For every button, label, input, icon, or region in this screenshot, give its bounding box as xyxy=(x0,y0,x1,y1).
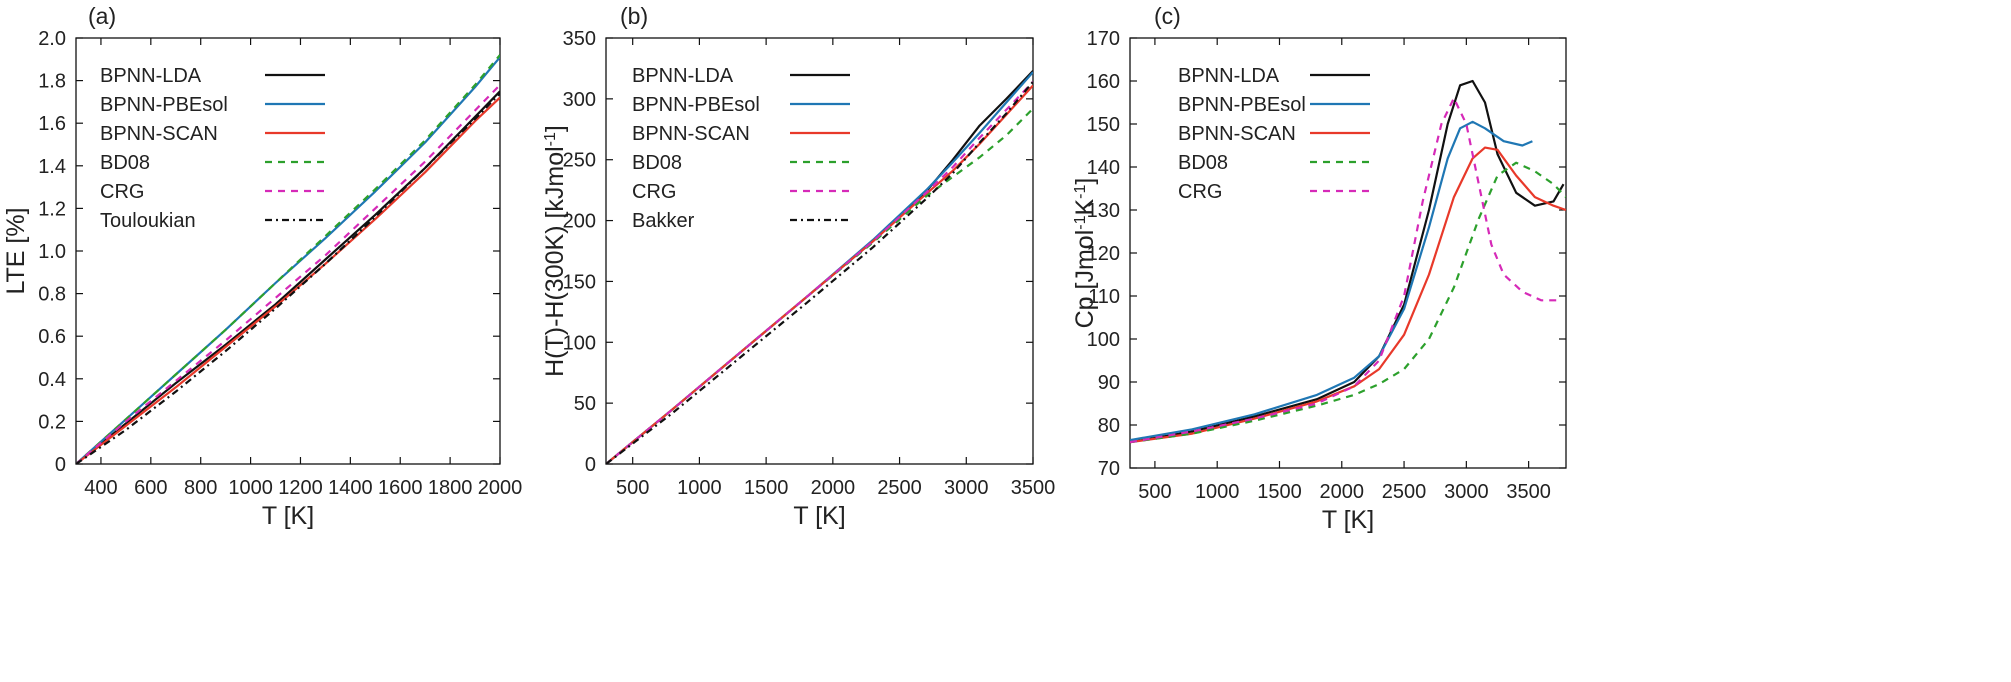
y-axis-label: LTE [%] xyxy=(2,207,30,294)
series-line-bpnn-pbesol xyxy=(76,56,500,464)
y-tick-label: 100 xyxy=(563,332,596,354)
legend-label: CRG xyxy=(100,181,144,203)
x-tick-label: 2000 xyxy=(1320,481,1365,503)
series-line-crg xyxy=(76,84,500,464)
legend-label: Touloukian xyxy=(100,210,196,232)
x-tick-label: 3000 xyxy=(944,477,989,499)
y-tick-label: 0.6 xyxy=(38,326,66,348)
legend-label: BPNN-SCAN xyxy=(100,123,218,145)
series-line-crg xyxy=(606,81,1033,464)
x-tick-label: 2500 xyxy=(877,477,922,499)
x-tick-label: 3500 xyxy=(1506,481,1551,503)
y-tick-label: 2.0 xyxy=(38,28,66,50)
y-tick-label: 1.2 xyxy=(38,198,66,220)
panel-3: 500 1000 1500 2000 2500 3000 3500 70 80 90 100 110 1… xyxy=(1071,3,1567,534)
x-tick-label: 1000 xyxy=(1195,481,1240,503)
y-tick-label: 300 xyxy=(563,89,596,111)
legend-label: BD08 xyxy=(100,152,150,174)
legend-label: CRG xyxy=(1178,181,1222,203)
x-tick-label: 400 xyxy=(84,477,117,499)
legend-label: BPNN-PBEsol xyxy=(100,94,228,116)
legend-label: BPNN-PBEsol xyxy=(1178,94,1306,116)
y-tick-label: 0.8 xyxy=(38,284,66,306)
plot-frame xyxy=(605,37,1034,465)
x-axis-label: T [K] xyxy=(1322,506,1374,534)
y-tick-label: 110 xyxy=(1088,286,1120,308)
y-tick-label: 120 xyxy=(1087,243,1120,265)
legend-label: BPNN-SCAN xyxy=(632,123,750,145)
y-tick-label: 1.6 xyxy=(38,113,66,135)
y-tick-label: 70 xyxy=(1098,458,1120,480)
y-tick-label: 1.0 xyxy=(38,241,66,263)
y-tick-label: 1.8 xyxy=(38,71,66,93)
x-tick-label: 1500 xyxy=(1257,481,1302,503)
x-tick-label: 3000 xyxy=(1444,481,1489,503)
series-line-bd08 xyxy=(1130,161,1566,444)
panel-2: 500 1000 1500 2000 2500 3000 3500 0 50 100 150 200 2… xyxy=(541,3,1055,530)
series-line-bakker xyxy=(606,81,1033,464)
x-tick-label: 2000 xyxy=(478,477,523,499)
x-tick-label: 1200 xyxy=(278,477,323,499)
legend-label: BD08 xyxy=(632,152,682,174)
legend-label: BPNN-LDA xyxy=(632,65,734,87)
y-tick-label: 350 xyxy=(563,28,596,50)
y-tick-label: 80 xyxy=(1098,415,1120,437)
x-tick-label: 1600 xyxy=(378,477,423,499)
y-tick-label: 0 xyxy=(585,454,596,476)
y-tick-label: 50 xyxy=(574,393,596,415)
legend-label: BPNN-SCAN xyxy=(1178,123,1296,145)
panel-label: (a) xyxy=(88,3,116,29)
panel-label: (b) xyxy=(620,3,648,29)
y-tick-label: 0 xyxy=(55,454,66,476)
series-line-bpnn-scan xyxy=(76,96,500,464)
series-line-bpnn-lda xyxy=(1130,79,1565,444)
y-tick-label: 0.4 xyxy=(38,369,66,391)
x-axis-label: T [K] xyxy=(262,502,314,530)
x-tick-label: 1500 xyxy=(744,477,789,499)
x-tick-label: 500 xyxy=(1138,481,1171,503)
x-tick-label: 2000 xyxy=(811,477,856,499)
series-line-bd08 xyxy=(76,54,500,464)
panel-label: (c) xyxy=(1154,3,1181,29)
x-tick-label: 1000 xyxy=(677,477,722,499)
y-tick-label: 140 xyxy=(1087,157,1120,179)
y-tick-label: 150 xyxy=(563,271,596,293)
legend-label: BPNN-LDA xyxy=(1178,65,1280,87)
y-tick-label: 130 xyxy=(1087,200,1120,222)
y-axis-label: H(T)-H(300K) [kJmol-1] xyxy=(541,125,569,377)
legend-label: BPNN-PBEsol xyxy=(632,94,760,116)
y-tick-label: 170 xyxy=(1087,28,1120,50)
x-tick-label: 1800 xyxy=(428,477,473,499)
x-tick-label: 500 xyxy=(616,477,649,499)
x-tick-label: 3500 xyxy=(1011,477,1056,499)
x-axis-label: T [K] xyxy=(793,502,845,530)
x-tick-label: 800 xyxy=(184,477,217,499)
series-line-crg xyxy=(1130,97,1560,444)
legend-label: Bakker xyxy=(632,210,695,232)
series-line-touloukian xyxy=(76,92,500,464)
y-tick-label: 90 xyxy=(1098,372,1120,394)
y-tick-label: 200 xyxy=(563,211,596,233)
x-tick-label: 1400 xyxy=(328,477,373,499)
y-tick-label: 100 xyxy=(1087,329,1120,351)
series-line-bd08 xyxy=(606,107,1033,464)
y-tick-label: 0.2 xyxy=(38,411,66,433)
legend-label: BPNN-LDA xyxy=(100,65,202,87)
x-tick-label: 1000 xyxy=(228,477,273,499)
y-tick-label: 150 xyxy=(1087,114,1120,136)
series-line-bpnn-pbesol xyxy=(1130,120,1533,442)
y-tick-label: 1.4 xyxy=(38,156,66,178)
legend-label: CRG xyxy=(632,181,676,203)
x-tick-label: 2500 xyxy=(1382,481,1427,503)
y-tick-label: 250 xyxy=(563,150,596,172)
y-axis-label: Cp [Jmol-1K-1] xyxy=(1071,178,1099,329)
legend-label: BD08 xyxy=(1178,152,1228,174)
x-tick-label: 600 xyxy=(134,477,167,499)
y-tick-label: 160 xyxy=(1087,71,1120,93)
panel-1: 400 600 800 1000 1200 1400 1600 1800 2000 0 0.2 0.4… xyxy=(2,3,522,530)
